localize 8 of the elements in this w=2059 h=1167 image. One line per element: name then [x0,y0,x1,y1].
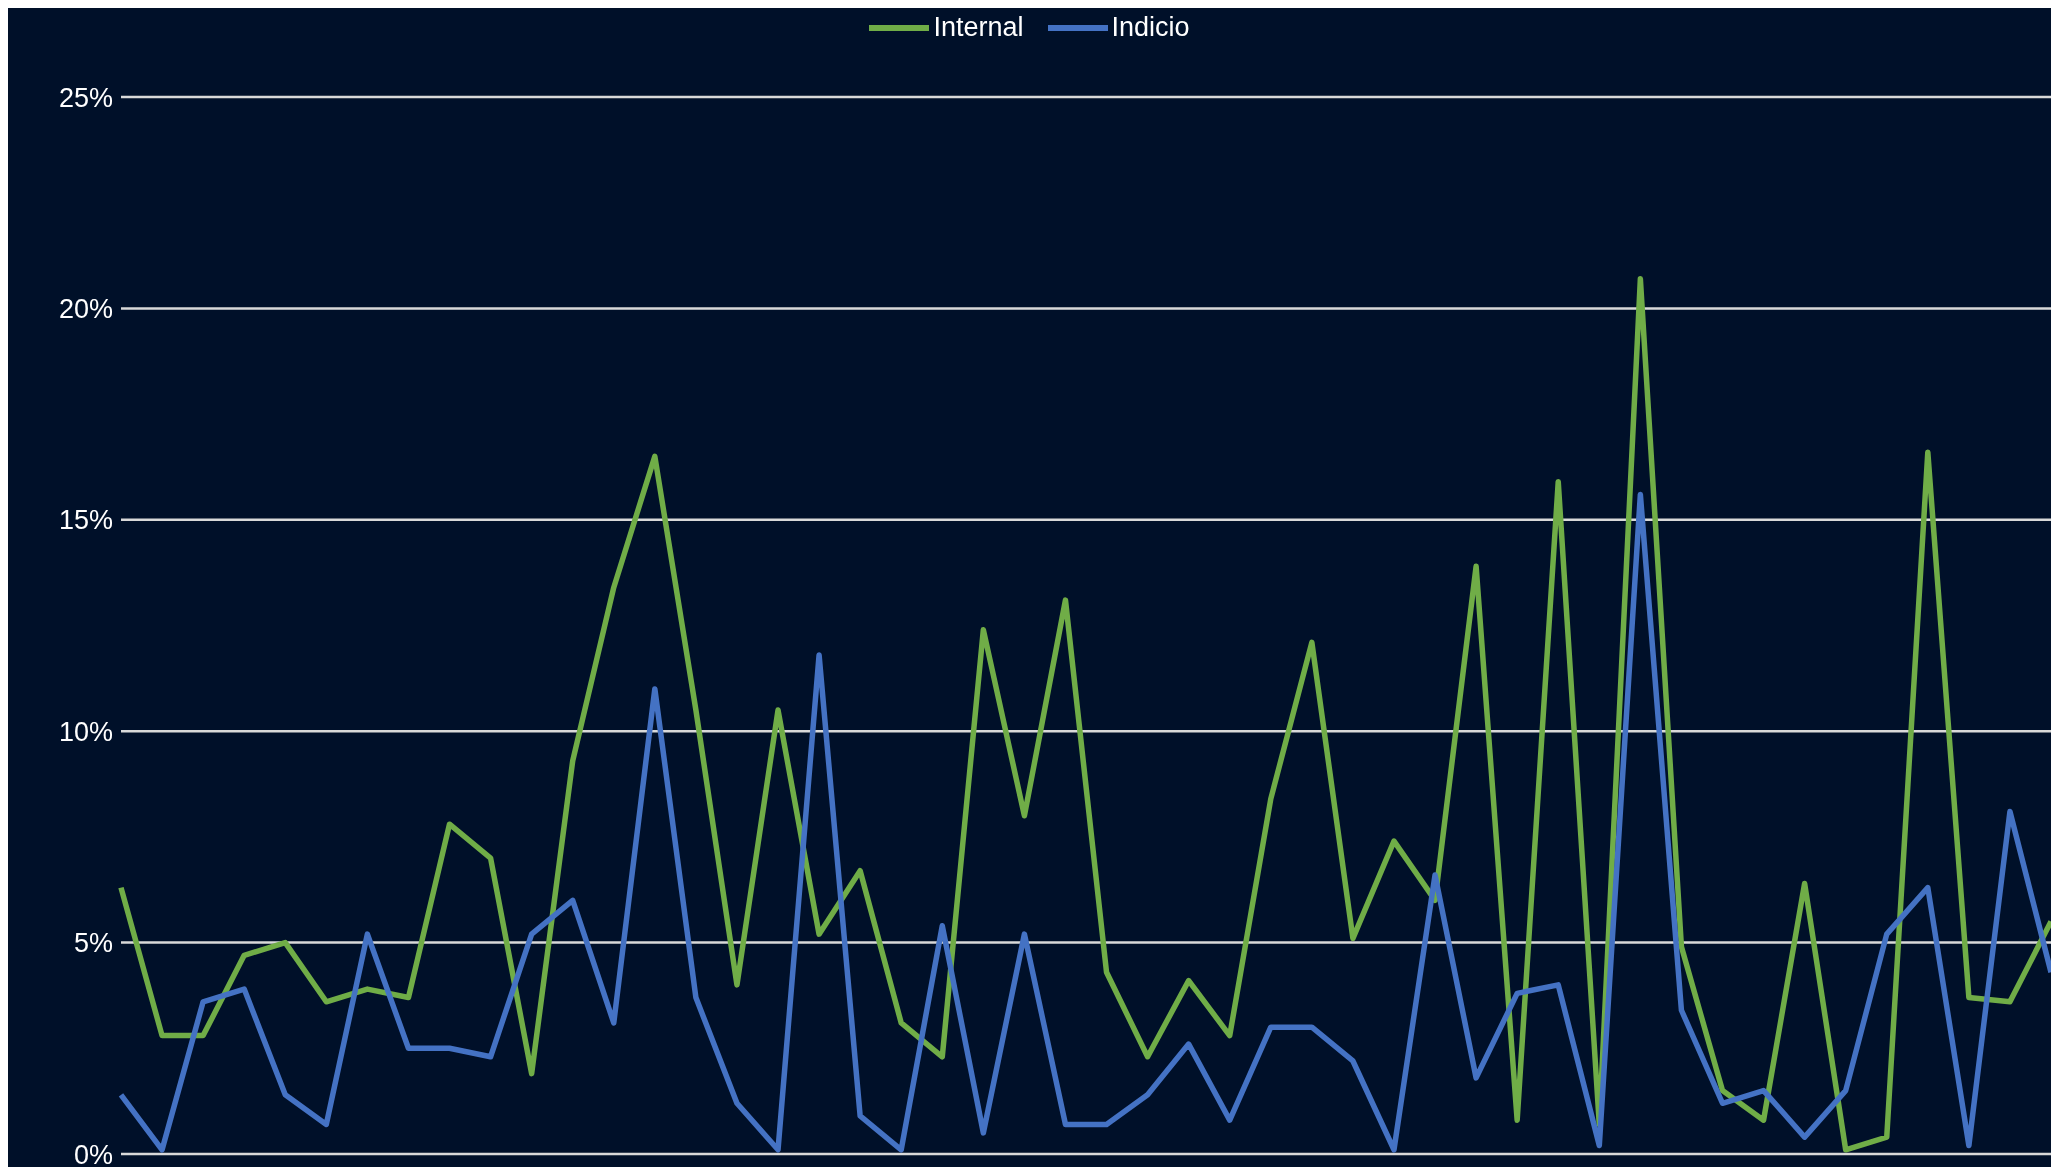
y-tick-label: 20% [58,293,113,324]
y-tick-label: 5% [73,928,113,959]
y-tick-label: 15% [58,505,113,536]
legend-label: Indicio [1110,12,1190,43]
legend-label: Internal [932,12,1024,43]
y-tick-label: 0% [73,1139,113,1167]
y-tick-label: 10% [58,716,113,747]
y-tick-label: 25% [58,82,113,113]
